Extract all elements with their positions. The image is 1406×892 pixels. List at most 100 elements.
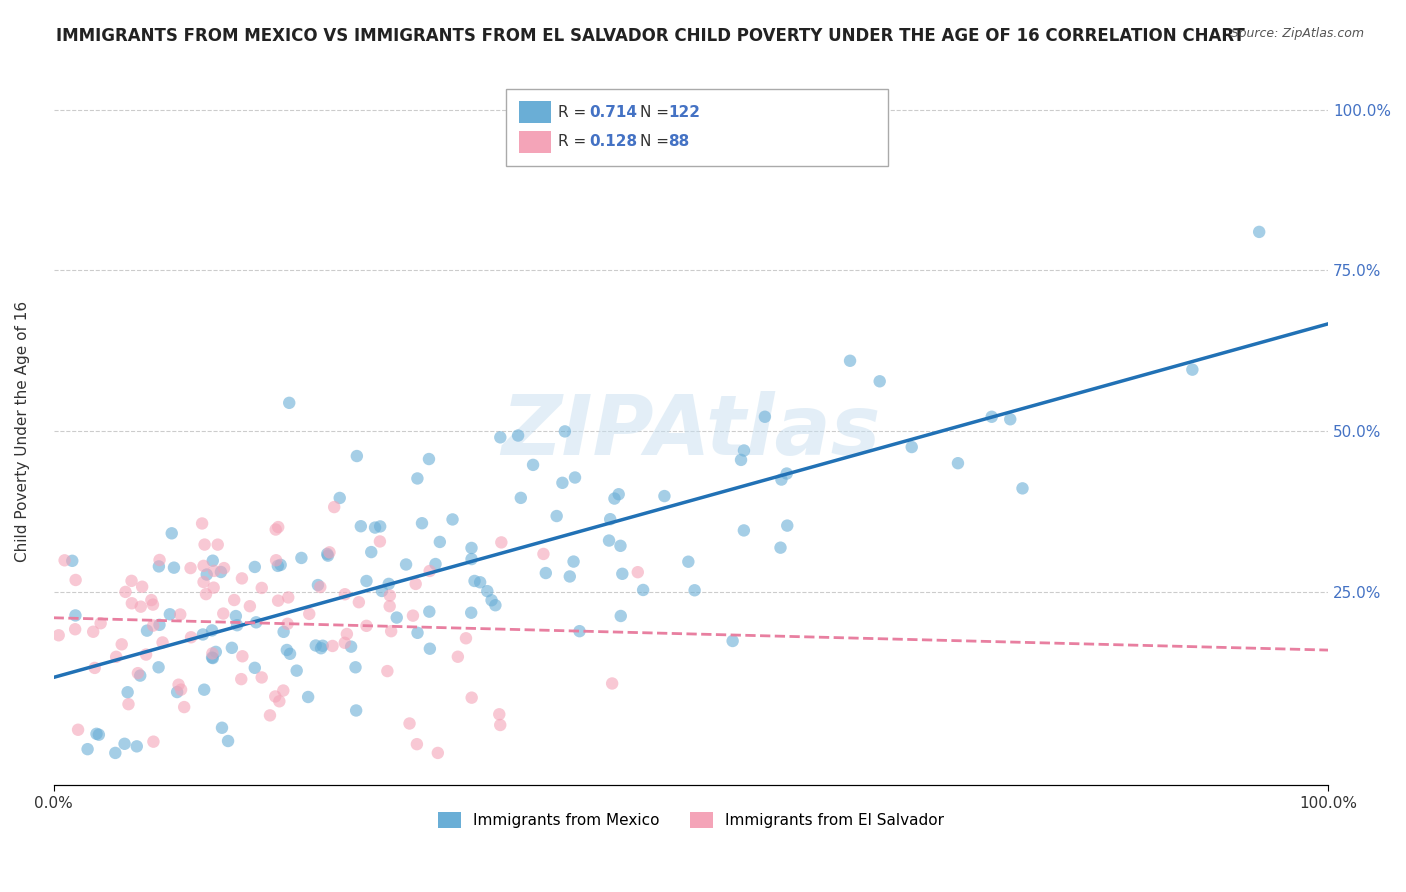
Point — [125, 739, 148, 754]
Point — [454, 632, 477, 646]
Point — [53, 553, 76, 567]
Point — [117, 697, 139, 711]
Point — [733, 443, 755, 458]
Point — [267, 558, 290, 573]
Point — [121, 574, 143, 588]
Point — [316, 549, 339, 563]
Point — [609, 539, 631, 553]
Point — [212, 561, 235, 575]
Point — [356, 619, 378, 633]
Point — [105, 649, 128, 664]
Point — [460, 690, 482, 705]
Text: N =: N = — [640, 104, 673, 120]
Point — [277, 616, 299, 631]
Point — [980, 409, 1002, 424]
Point — [195, 587, 218, 601]
Point — [104, 746, 127, 760]
Point — [142, 598, 165, 612]
Point — [405, 577, 427, 591]
Point — [371, 584, 394, 599]
Point — [869, 374, 891, 388]
Point — [533, 547, 555, 561]
Point — [447, 649, 470, 664]
Point — [464, 574, 486, 588]
Point — [776, 467, 799, 481]
Point — [419, 641, 441, 656]
Point — [309, 580, 332, 594]
Point — [534, 566, 557, 580]
Point — [477, 584, 499, 599]
Point — [65, 608, 87, 623]
Point — [488, 707, 510, 722]
Text: R =: R = — [558, 135, 592, 149]
Point — [142, 734, 165, 748]
Point — [271, 683, 294, 698]
Point — [148, 660, 170, 674]
Point — [270, 558, 292, 572]
Point — [631, 582, 654, 597]
Point — [316, 547, 339, 561]
Text: R =: R = — [558, 104, 592, 120]
Point — [239, 599, 262, 614]
Point — [322, 639, 344, 653]
Point — [211, 721, 233, 735]
Point — [378, 599, 401, 614]
Point — [142, 618, 165, 632]
Point — [167, 678, 190, 692]
Point — [121, 596, 143, 610]
Point — [63, 622, 86, 636]
Bar — [519, 101, 551, 123]
Point — [481, 593, 503, 607]
Text: IMMIGRANTS FROM MEXICO VS IMMIGRANTS FROM EL SALVADOR CHILD POVERTY UNDER THE AG: IMMIGRANTS FROM MEXICO VS IMMIGRANTS FRO… — [56, 27, 1244, 45]
Point — [554, 425, 576, 439]
Point — [406, 737, 429, 751]
Point — [173, 700, 195, 714]
Point — [231, 571, 253, 585]
Point — [484, 599, 506, 613]
Point — [610, 609, 633, 624]
Point — [285, 664, 308, 678]
Point — [1249, 225, 1271, 239]
Point — [117, 685, 139, 699]
Point — [419, 564, 441, 578]
Text: 0.714: 0.714 — [589, 104, 637, 120]
Point — [148, 617, 170, 632]
Point — [221, 640, 243, 655]
Point — [377, 577, 399, 591]
Point — [564, 470, 586, 484]
Point — [368, 534, 391, 549]
Point — [318, 545, 340, 559]
Point — [191, 516, 214, 531]
Point — [468, 575, 491, 590]
Point — [225, 609, 247, 624]
Text: N =: N = — [640, 135, 673, 149]
Point — [276, 643, 298, 657]
Point — [243, 560, 266, 574]
Point — [344, 703, 367, 717]
Point — [259, 708, 281, 723]
Point — [60, 554, 83, 568]
Point — [305, 639, 328, 653]
Point — [297, 690, 319, 704]
Point — [159, 607, 181, 622]
Point — [212, 607, 235, 621]
Point — [195, 567, 218, 582]
FancyBboxPatch shape — [506, 89, 889, 166]
Point — [193, 558, 215, 573]
Point — [506, 428, 529, 442]
Point — [201, 624, 224, 638]
Point — [364, 520, 387, 534]
Point — [380, 624, 402, 639]
Point — [129, 668, 152, 682]
Point — [607, 487, 630, 501]
Point — [111, 637, 134, 651]
Point — [402, 608, 425, 623]
Point — [152, 635, 174, 649]
Point — [522, 458, 544, 472]
Point — [340, 640, 363, 654]
Point — [562, 555, 585, 569]
Point — [350, 519, 373, 533]
Point — [87, 728, 110, 742]
Point — [1000, 412, 1022, 426]
Point — [429, 535, 451, 549]
